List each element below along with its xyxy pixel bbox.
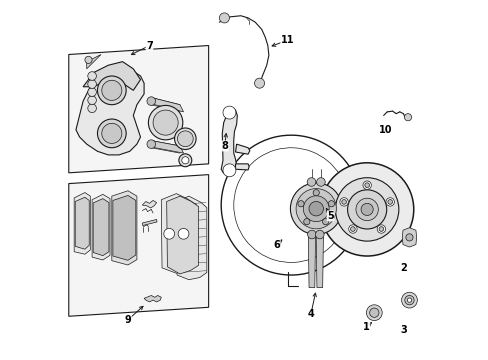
Circle shape: [405, 234, 412, 241]
Circle shape: [174, 128, 196, 149]
Circle shape: [290, 183, 341, 234]
Circle shape: [148, 105, 183, 140]
Polygon shape: [308, 235, 315, 288]
Polygon shape: [92, 194, 110, 260]
Polygon shape: [151, 98, 183, 112]
Circle shape: [102, 80, 122, 100]
Circle shape: [315, 230, 324, 239]
Circle shape: [407, 298, 411, 302]
Polygon shape: [112, 191, 137, 265]
Text: 3: 3: [400, 325, 407, 335]
Text: 10: 10: [379, 125, 392, 135]
Polygon shape: [235, 164, 249, 170]
Circle shape: [362, 181, 370, 189]
Polygon shape: [235, 144, 249, 154]
Circle shape: [223, 164, 235, 177]
Circle shape: [147, 140, 155, 148]
Circle shape: [401, 292, 416, 308]
Circle shape: [378, 227, 383, 231]
Polygon shape: [176, 196, 206, 280]
Polygon shape: [93, 199, 109, 256]
Circle shape: [254, 78, 264, 88]
Circle shape: [88, 104, 96, 113]
Circle shape: [297, 201, 304, 207]
Circle shape: [339, 198, 347, 206]
Circle shape: [404, 114, 411, 121]
Circle shape: [295, 189, 336, 229]
Circle shape: [348, 225, 356, 233]
Circle shape: [153, 110, 178, 135]
Circle shape: [88, 80, 96, 88]
Text: 9: 9: [124, 315, 131, 325]
Polygon shape: [151, 140, 183, 153]
Circle shape: [179, 154, 191, 167]
Circle shape: [320, 163, 413, 256]
Circle shape: [404, 296, 413, 305]
Polygon shape: [76, 65, 144, 155]
Polygon shape: [142, 201, 156, 208]
Circle shape: [307, 230, 316, 239]
Circle shape: [303, 196, 328, 222]
Polygon shape: [166, 196, 198, 274]
Circle shape: [85, 56, 92, 63]
Circle shape: [316, 178, 325, 186]
Polygon shape: [75, 197, 89, 249]
Circle shape: [97, 119, 126, 148]
Text: 5: 5: [326, 211, 333, 221]
Polygon shape: [69, 175, 208, 316]
Polygon shape: [113, 195, 136, 260]
Circle shape: [303, 219, 309, 225]
Polygon shape: [74, 193, 90, 254]
Circle shape: [97, 76, 126, 105]
Circle shape: [312, 190, 319, 196]
Text: 1: 1: [362, 322, 369, 332]
Circle shape: [88, 88, 96, 96]
Polygon shape: [316, 235, 323, 288]
Circle shape: [364, 183, 369, 188]
Circle shape: [347, 190, 386, 229]
Circle shape: [178, 228, 188, 239]
Circle shape: [102, 123, 122, 143]
Text: 4: 4: [307, 310, 314, 319]
Circle shape: [350, 227, 354, 231]
Circle shape: [308, 202, 323, 216]
Text: 2: 2: [400, 263, 407, 273]
Polygon shape: [402, 228, 416, 247]
Polygon shape: [83, 62, 140, 90]
Circle shape: [387, 199, 392, 204]
Text: 8: 8: [221, 141, 228, 151]
Circle shape: [182, 157, 188, 164]
Circle shape: [376, 225, 385, 233]
Text: 11: 11: [280, 35, 294, 45]
Circle shape: [360, 203, 372, 216]
Circle shape: [341, 199, 346, 204]
Text: 6: 6: [273, 239, 280, 249]
Circle shape: [223, 106, 235, 119]
Circle shape: [327, 201, 334, 207]
Circle shape: [177, 131, 193, 147]
Polygon shape: [221, 108, 237, 175]
Circle shape: [88, 72, 96, 80]
Circle shape: [219, 13, 229, 23]
Circle shape: [369, 308, 378, 318]
Circle shape: [322, 219, 328, 225]
Polygon shape: [142, 220, 157, 226]
Text: 7: 7: [146, 41, 153, 50]
Polygon shape: [161, 194, 196, 273]
Circle shape: [355, 198, 378, 221]
Polygon shape: [69, 45, 208, 173]
Circle shape: [306, 178, 315, 186]
Circle shape: [147, 97, 155, 105]
Circle shape: [163, 228, 174, 239]
Circle shape: [88, 96, 96, 104]
Circle shape: [366, 305, 382, 320]
Circle shape: [385, 198, 394, 206]
Polygon shape: [86, 54, 101, 69]
Polygon shape: [144, 296, 161, 302]
Circle shape: [335, 178, 398, 241]
